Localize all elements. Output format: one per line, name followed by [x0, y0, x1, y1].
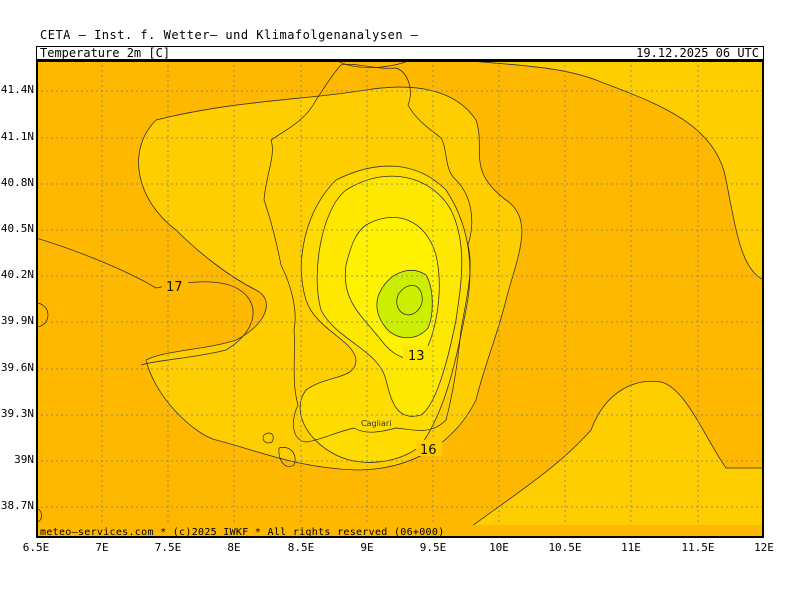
graticule	[36, 60, 764, 538]
lon-tick-label: 6.5E	[22, 541, 50, 554]
contour-label-17: 17	[166, 280, 183, 295]
lat-tick-label: 39.9N	[0, 314, 34, 327]
temperature-map: 17 13 16 Cagliari	[36, 60, 764, 538]
footer-strip	[36, 525, 764, 538]
contour-core	[396, 284, 423, 316]
field-mild-se	[455, 380, 764, 538]
sardinia-coastline	[263, 63, 473, 443]
city-label: Cagliari	[361, 419, 391, 428]
variable-label: Temperature_2m_[C]	[40, 46, 171, 60]
lat-tick-label: 40.5N	[0, 222, 34, 235]
forecast-time: 19.12.2025 06 UTC	[636, 46, 759, 60]
lon-tick-label: 10.5E	[548, 541, 582, 554]
field-mild-ne	[460, 60, 764, 281]
app-title: CETA — Inst. f. Wetter— und Klimafolgena…	[40, 28, 419, 42]
lon-tick-label: 9E	[360, 541, 374, 554]
lat-tick-label: 41.1N	[0, 130, 34, 143]
contour-17-label-bg	[162, 278, 188, 294]
lat-tick-label: 39.6N	[0, 361, 34, 374]
lat-tick-label: 39.3N	[0, 407, 34, 420]
contour-17	[36, 237, 254, 366]
island-sant-antioco	[262, 432, 274, 444]
lon-tick-label: 10E	[489, 541, 509, 554]
lon-tick-label: 7.5E	[154, 541, 182, 554]
lon-tick-label: 9.5E	[419, 541, 447, 554]
corsica-coastline	[335, 60, 412, 68]
contour-label-16: 16	[420, 443, 437, 458]
island-san-pietro	[278, 447, 296, 467]
contour-16-label-bg	[416, 440, 442, 456]
lat-tick-label: 40.8N	[0, 176, 34, 189]
lon-tick-label: 11E	[621, 541, 641, 554]
lon-tick-label: 8E	[227, 541, 241, 554]
balearic-edge	[36, 302, 49, 328]
map-title-bar: Temperature_2m_[C] 19.12.2025 06 UTC	[36, 46, 764, 60]
lon-tick-label: 7E	[95, 541, 109, 554]
lon-tick-label: 11.5E	[681, 541, 715, 554]
lat-tick-label: 40.2N	[0, 268, 34, 281]
lat-tick-label: 38.7N	[0, 499, 34, 512]
copyright-footer: meteo—services.com * (c)2025 IWKF * All …	[40, 527, 445, 538]
lon-tick-label: 8.5E	[287, 541, 315, 554]
map-frame	[36, 60, 764, 538]
contour-13-label-bg	[403, 346, 429, 362]
contour-label-13: 13	[408, 349, 425, 364]
lon-tick-label: 12E	[754, 541, 774, 554]
lat-tick-label: 39N	[14, 453, 34, 466]
lat-tick-label: 41.4N	[0, 83, 34, 96]
